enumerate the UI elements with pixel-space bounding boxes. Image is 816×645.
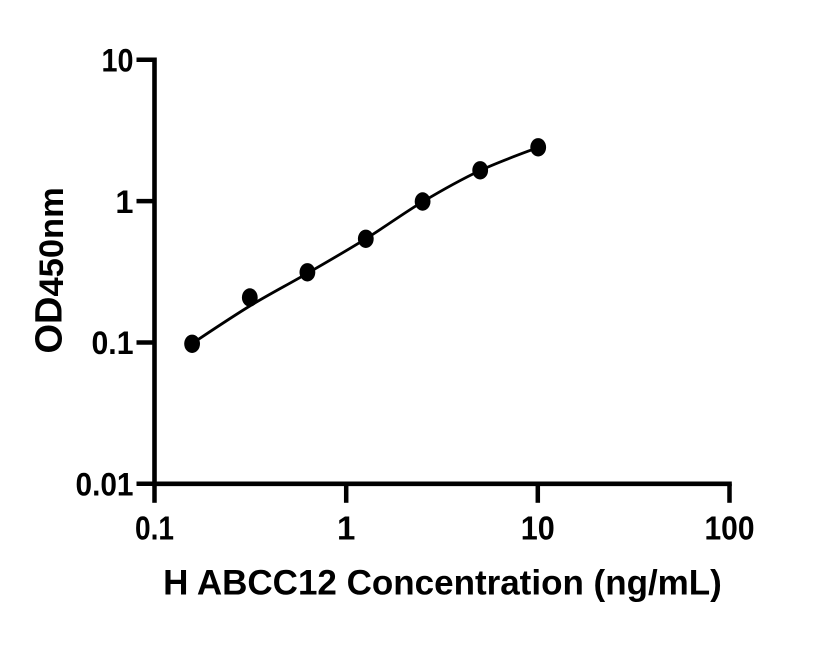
svg-text:10: 10 — [102, 43, 134, 79]
svg-text:OD450nm: OD450nm — [29, 187, 72, 353]
svg-text:0.1: 0.1 — [92, 325, 134, 361]
svg-text:100: 100 — [705, 509, 755, 546]
svg-text:1: 1 — [337, 509, 355, 546]
svg-text:10: 10 — [521, 509, 555, 546]
svg-text:0.01: 0.01 — [76, 467, 134, 503]
svg-text:1: 1 — [115, 184, 133, 220]
svg-text:H ABCC12 Concentration (ng/mL): H ABCC12 Concentration (ng/mL) — [163, 563, 722, 602]
svg-text:0.1: 0.1 — [135, 509, 174, 546]
